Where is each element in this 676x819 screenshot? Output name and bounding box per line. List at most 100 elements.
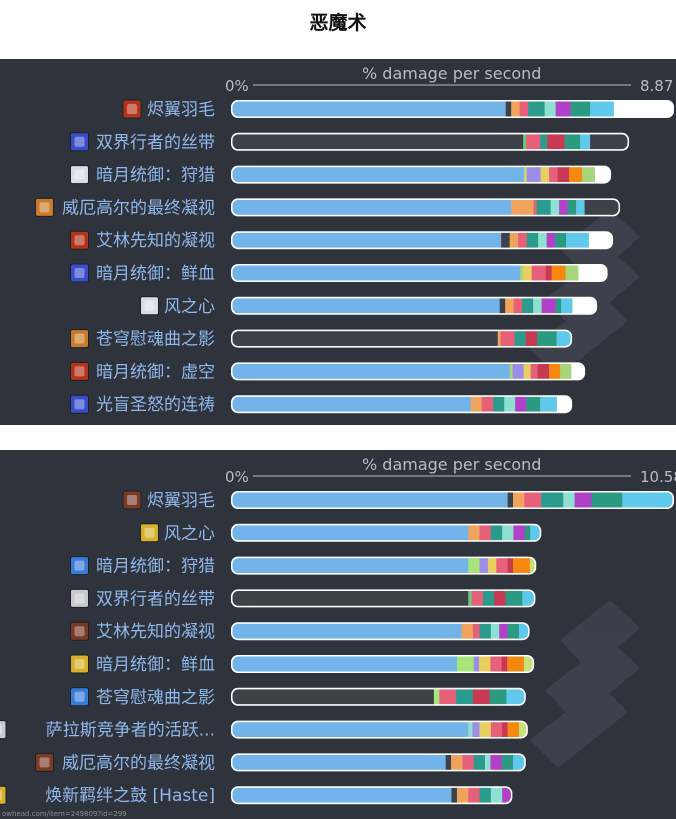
- bar-segment: [445, 754, 452, 770]
- bar-row: 威厄高尔的最终凝视: [35, 197, 621, 218]
- stacked-bar: [231, 329, 573, 348]
- category-label: 烬翼羽毛: [147, 491, 215, 511]
- bar-segment: [468, 558, 480, 574]
- bar-segment: [556, 331, 571, 347]
- bar-segment: [479, 623, 492, 639]
- stacked-bar: [231, 395, 573, 414]
- bar-segment: [456, 689, 474, 705]
- bar-segment: [547, 134, 565, 150]
- bar-segment: [451, 754, 463, 770]
- seer-gaze-icon: [70, 621, 89, 641]
- bar-segment: [523, 363, 531, 379]
- stacked-bar: [231, 655, 535, 673]
- bar-segment: [540, 134, 548, 150]
- bar-row: 风之心: [140, 523, 542, 544]
- darkmoon-blood-icon: [70, 654, 89, 674]
- bar-segment: [555, 298, 562, 314]
- bar-row: 暗月统御：虚空: [70, 361, 586, 382]
- category-label: 暗月统御：鲜血: [96, 264, 215, 284]
- bar-segment: [500, 331, 515, 347]
- bar-segment: [232, 492, 508, 508]
- bar-segment: [526, 167, 541, 183]
- bar-segment: [533, 199, 537, 215]
- stacked-bar: [231, 362, 586, 381]
- bar-segment: [549, 167, 558, 183]
- bar-segment: [505, 298, 514, 314]
- bar-segment: [489, 689, 507, 705]
- bar-segment: [232, 298, 500, 314]
- ribbon-icon: [70, 132, 89, 152]
- bar-segment: [456, 656, 474, 672]
- bar-segment: [490, 525, 503, 541]
- bar-segment: [569, 167, 583, 183]
- bar-segment: [622, 492, 673, 508]
- ribbon-icon: [70, 588, 89, 608]
- requiem-icon: [70, 329, 89, 349]
- bar-segment: [518, 232, 527, 248]
- bar-segment: [523, 656, 533, 672]
- bar-segment: [584, 199, 619, 215]
- bar-segment: [232, 558, 469, 574]
- bar-segment: [232, 199, 512, 215]
- chart-panel-1: 0% 8.87 % damage per second 烬翼羽毛 双界行者的丝带 暗月统御…: [0, 59, 676, 425]
- drum-icon: [0, 785, 7, 805]
- category-label: 苍穹慰魂曲之影: [96, 688, 215, 708]
- bar-segment: [468, 722, 473, 738]
- bar-segment: [525, 331, 538, 347]
- bar-row: 烬翼羽毛: [122, 490, 674, 511]
- bar-segment: [232, 101, 506, 117]
- bar-segment: [551, 265, 566, 281]
- bar-segment: [232, 754, 446, 770]
- bar-segment: [526, 232, 539, 248]
- category-label: 光盲圣怒的连祷: [96, 395, 215, 415]
- bar-segment: [591, 492, 623, 508]
- bar-segment: [540, 396, 557, 412]
- category-label: 苍穹慰魂曲之影: [96, 330, 215, 350]
- x-axis: 0% 8.87 % damage per second: [225, 64, 673, 95]
- bar-segment: [501, 656, 508, 672]
- source-footnote: owhead.com/item=249809?id=299: [2, 810, 127, 818]
- stacked-bar: [231, 198, 621, 217]
- bar-segment: [507, 623, 520, 639]
- wind-heart-icon: [140, 523, 159, 543]
- bar-segment: [566, 232, 589, 248]
- bar-segment: [540, 167, 550, 183]
- feather-icon: [122, 490, 142, 510]
- bar-segment: [530, 525, 540, 541]
- bar-segment: [514, 331, 526, 347]
- bar-segment: [523, 134, 527, 150]
- eye-icon: [35, 752, 54, 772]
- x-tick-label: 0%: [225, 468, 249, 486]
- bar-segment: [507, 558, 514, 574]
- category-label: 暗月统御：鲜血: [96, 655, 215, 675]
- bar-segment: [574, 492, 592, 508]
- bar-segment: [576, 199, 585, 215]
- bar-segment: [232, 689, 435, 705]
- bar-segment: [531, 265, 546, 281]
- bar-segment: [513, 754, 525, 770]
- bar-segment: [511, 199, 534, 215]
- bar-segment: [524, 492, 542, 508]
- bar-segment: [504, 396, 516, 412]
- darkmoon-hunt-icon: [70, 165, 89, 185]
- category-label: 双界行者的丝带: [96, 133, 215, 153]
- bar-segment: [549, 363, 561, 379]
- bar-segment: [472, 722, 480, 738]
- bar-segment: [541, 298, 556, 314]
- bar-segment: [439, 689, 457, 705]
- bar-segment: [561, 298, 573, 314]
- bar-segment: [537, 363, 550, 379]
- bar-segment: [511, 101, 520, 117]
- bar-segment: [232, 787, 452, 803]
- bar-segment: [494, 590, 506, 606]
- bar-segment: [563, 492, 575, 508]
- x-axis-title: % damage per second: [362, 455, 541, 474]
- chart-panel-2: 0% 10.58 % damage per second 烬翼羽毛风之心暗月统御：狩猎…: [0, 450, 676, 819]
- bar-segment: [499, 298, 506, 314]
- bar-segment: [232, 656, 458, 672]
- bar-segment: [232, 722, 469, 738]
- bar-segment: [470, 396, 483, 412]
- bar-segment: [502, 525, 514, 541]
- stacked-bar: [231, 296, 598, 315]
- category-label: 风之心: [164, 524, 215, 544]
